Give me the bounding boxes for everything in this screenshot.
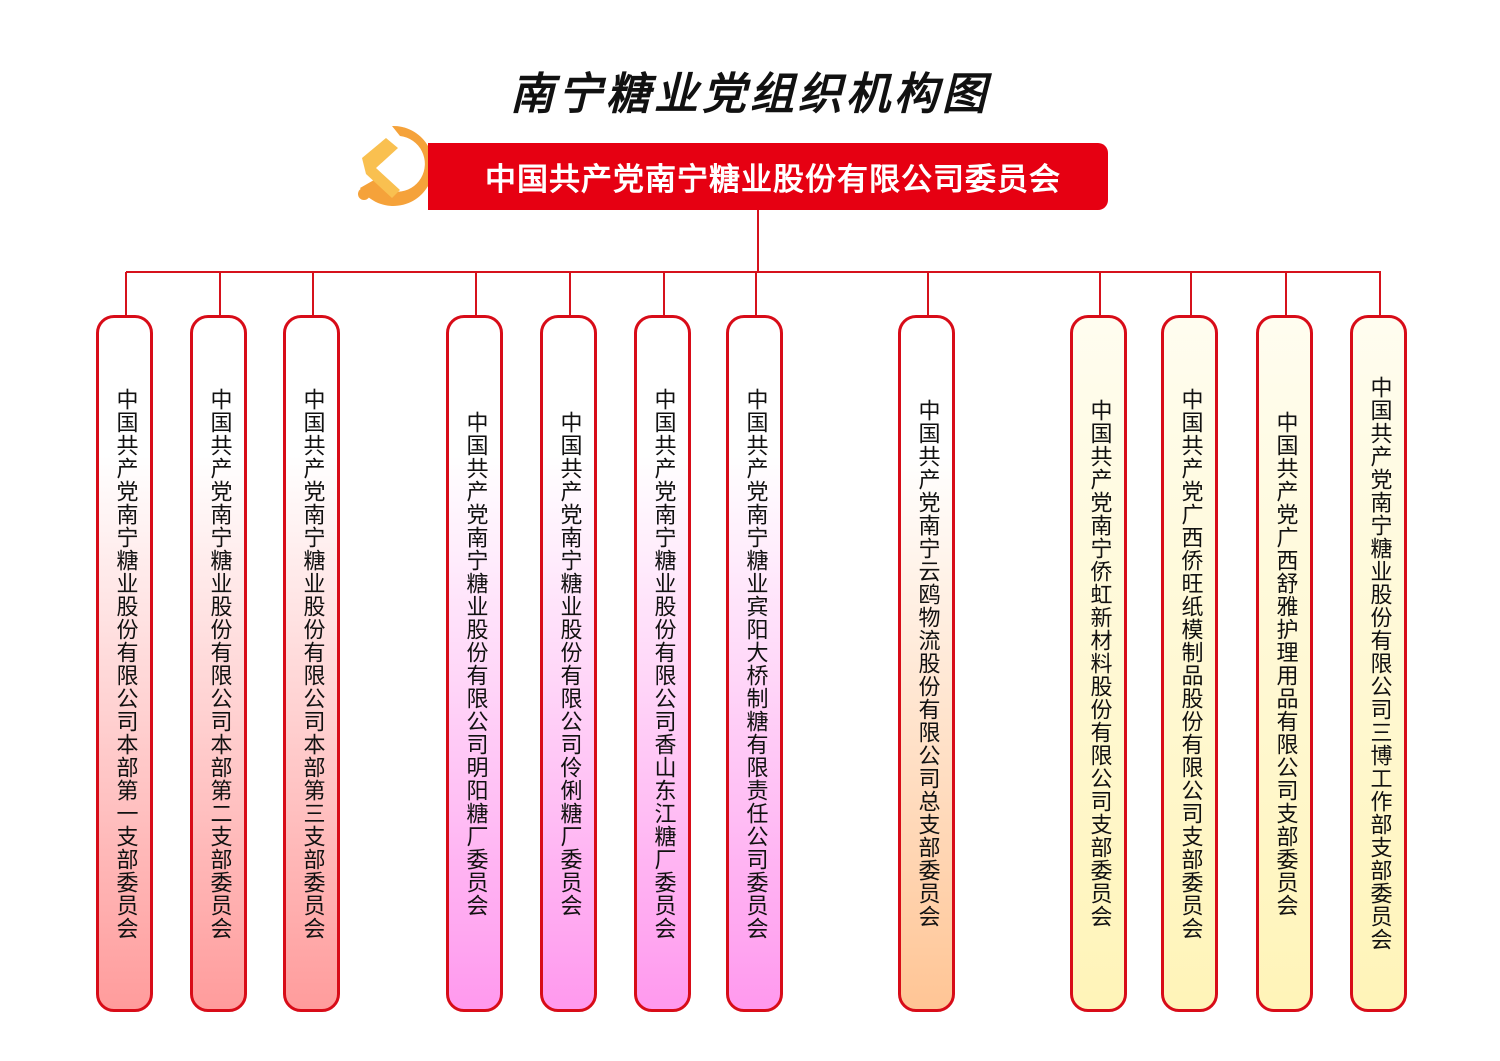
branch-committee: 中国共产党南宁糖业股份有限公司明阳糖厂委员会 [446,315,503,1012]
branch-committee-label: 中国共产党南宁糖业股份有限公司本部第一支部委员会 [112,387,138,940]
branch-committee-label: 中国共产党南宁糖业股份有限公司香山东江糖厂委员会 [650,387,676,940]
root-connector [757,210,759,273]
branch-committee: 中国共产党广西舒雅护理用品有限公司支部委员会 [1256,315,1313,1012]
branch-connector [755,272,757,316]
branch-committee-label: 中国共产党南宁云鸥物流股份有限公司总支部委员会 [914,399,940,928]
branch-committee: 中国共产党南宁糖业股份有限公司伶俐糖厂委员会 [540,315,597,1012]
branch-committee-label: 中国共产党南宁侨虹新材料股份有限公司支部委员会 [1086,399,1112,928]
branch-connector [219,272,221,316]
branch-committee: 中国共产党南宁糖业股份有限公司三博工作部支部委员会 [1350,315,1407,1012]
branch-committee-label: 中国共产党广西侨旺纸模制品股份有限公司支部委员会 [1177,387,1203,940]
branch-connector [1190,272,1192,316]
branch-connector [663,272,665,316]
branch-connector [475,272,477,316]
branch-committee-label: 中国共产党南宁糖业股份有限公司本部第二支部委员会 [206,387,232,940]
root-committee-label: 中国共产党南宁糖业股份有限公司委员会 [485,162,1061,198]
branch-connector [569,272,571,316]
branch-connector [125,272,127,316]
branch-committee: 中国共产党南宁侨虹新材料股份有限公司支部委员会 [1070,315,1127,1012]
branch-committee: 中国共产党南宁糖业宾阳大桥制糖有限责任公司委员会 [726,315,783,1012]
branch-committee: 中国共产党南宁糖业股份有限公司本部第一支部委员会 [96,315,153,1012]
branch-committee-label: 中国共产党南宁糖业股份有限公司伶俐糖厂委员会 [556,410,582,917]
chart-title: 南宁糖业党组织机构图 [510,69,990,120]
horizontal-connector [126,271,1381,273]
branch-committee-label: 中国共产党南宁糖业股份有限公司三博工作部支部委员会 [1366,376,1392,951]
branch-committee: 中国共产党南宁糖业股份有限公司香山东江糖厂委员会 [634,315,691,1012]
root-committee: 中国共产党南宁糖业股份有限公司委员会 [428,143,1108,210]
branch-committee: 中国共产党南宁糖业股份有限公司本部第二支部委员会 [190,315,247,1012]
branch-committee: 中国共产党南宁糖业股份有限公司本部第三支部委员会 [283,315,340,1012]
branch-committee-label: 中国共产党南宁糖业股份有限公司明阳糖厂委员会 [462,410,488,917]
branch-committee-label: 中国共产党南宁糖业宾阳大桥制糖有限责任公司委员会 [742,387,768,940]
branch-committee: 中国共产党南宁云鸥物流股份有限公司总支部委员会 [898,315,955,1012]
party-emblem-icon [358,125,434,206]
branch-connector [1379,272,1381,316]
branch-connector [927,272,929,316]
branch-connector [312,272,314,316]
branch-committee: 中国共产党广西侨旺纸模制品股份有限公司支部委员会 [1161,315,1218,1012]
branch-committee-label: 中国共产党广西舒雅护理用品有限公司支部委员会 [1272,410,1298,917]
branch-connector [1099,272,1101,316]
branch-committee-label: 中国共产党南宁糖业股份有限公司本部第三支部委员会 [299,387,325,940]
branch-connector [1285,272,1287,316]
